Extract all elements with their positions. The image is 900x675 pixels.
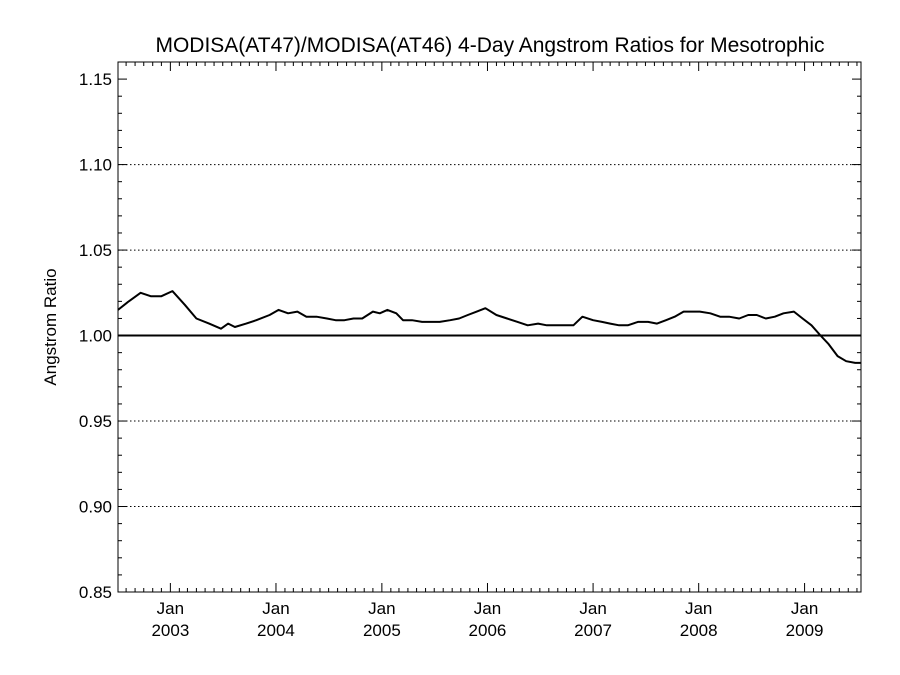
chart-title: MODISA(AT47)/MODISA(AT46) 4-Day Angstrom… [155, 34, 824, 57]
x-tick-label-month: Jan [262, 599, 289, 618]
x-tick-label-year: 2004 [257, 621, 295, 640]
y-tick-label: 1.15 [79, 70, 112, 89]
x-tick-label-month: Jan [157, 599, 184, 618]
y-tick-label: 1.05 [79, 241, 112, 260]
x-tick-label-month: Jan [791, 599, 818, 618]
plot-frame [117, 61, 862, 593]
series-line [117, 290, 861, 364]
x-tick-label-year: 2009 [786, 621, 824, 640]
x-tick-label-year: 2005 [363, 621, 401, 640]
axis-ticks [118, 61, 861, 593]
y-tick-label: 0.95 [79, 412, 112, 431]
x-tick-label-year: 2007 [574, 621, 612, 640]
y-tick-label: 0.85 [79, 583, 112, 602]
y-axis-title: Angstrom Ratio [41, 268, 60, 385]
y-tick-label: 1.10 [79, 156, 112, 175]
x-tick-label-year: 2008 [680, 621, 718, 640]
y-tick-label: 1.00 [79, 327, 112, 346]
x-tick-label-year: 2003 [151, 621, 189, 640]
x-tick-label-year: 2006 [469, 621, 507, 640]
x-tick-label-month: Jan [474, 599, 501, 618]
x-tick-label-month: Jan [685, 599, 712, 618]
y-tick-label: 0.90 [79, 498, 112, 517]
tick-labels: 0.85 0.90 0.95 1.00 1.05 1.10 1.15 Jan 2003 Jan 20… [79, 70, 824, 640]
x-tick-label-month: Jan [579, 599, 606, 618]
x-tick-label-month: Jan [368, 599, 395, 618]
